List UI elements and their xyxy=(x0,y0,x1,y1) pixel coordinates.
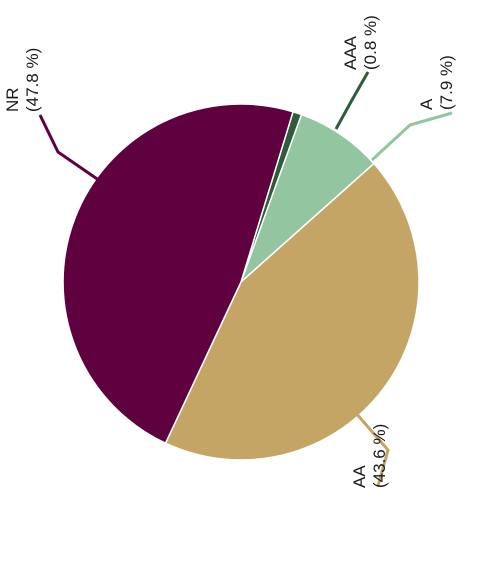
slice-label-a: A(7.9 %) xyxy=(417,55,456,110)
slice-label-name: AA xyxy=(350,465,369,488)
leader-line-aaa xyxy=(334,71,370,130)
leader-line-nr xyxy=(38,114,104,185)
slice-label-value: (43.6 %) xyxy=(370,424,389,488)
pie-slice-aa xyxy=(164,162,420,461)
slice-label-value: (0.8 %) xyxy=(361,15,380,70)
pie-slice-nr xyxy=(62,103,294,445)
slice-label-aaa: AAA(0.8 %) xyxy=(341,15,380,70)
leader-line-aa xyxy=(353,411,390,487)
leader-line-a xyxy=(370,111,453,162)
pie-slices xyxy=(62,103,420,461)
leader-lines xyxy=(38,71,453,487)
slice-label-value: (7.9 %) xyxy=(437,55,456,110)
slice-label-nr: NR(47.8 %) xyxy=(3,48,42,112)
slice-label-name: NR xyxy=(3,87,22,112)
slice-label-value: (47.8 %) xyxy=(23,48,42,112)
slice-label-name: AAA xyxy=(341,35,360,70)
slice-labels: AAA(0.8 %)A(7.9 %)AA(43.6 %)NR(47.8 %) xyxy=(3,15,456,488)
slice-label-aa: AA(43.6 %) xyxy=(350,424,389,488)
slice-label-name: A xyxy=(417,98,436,110)
